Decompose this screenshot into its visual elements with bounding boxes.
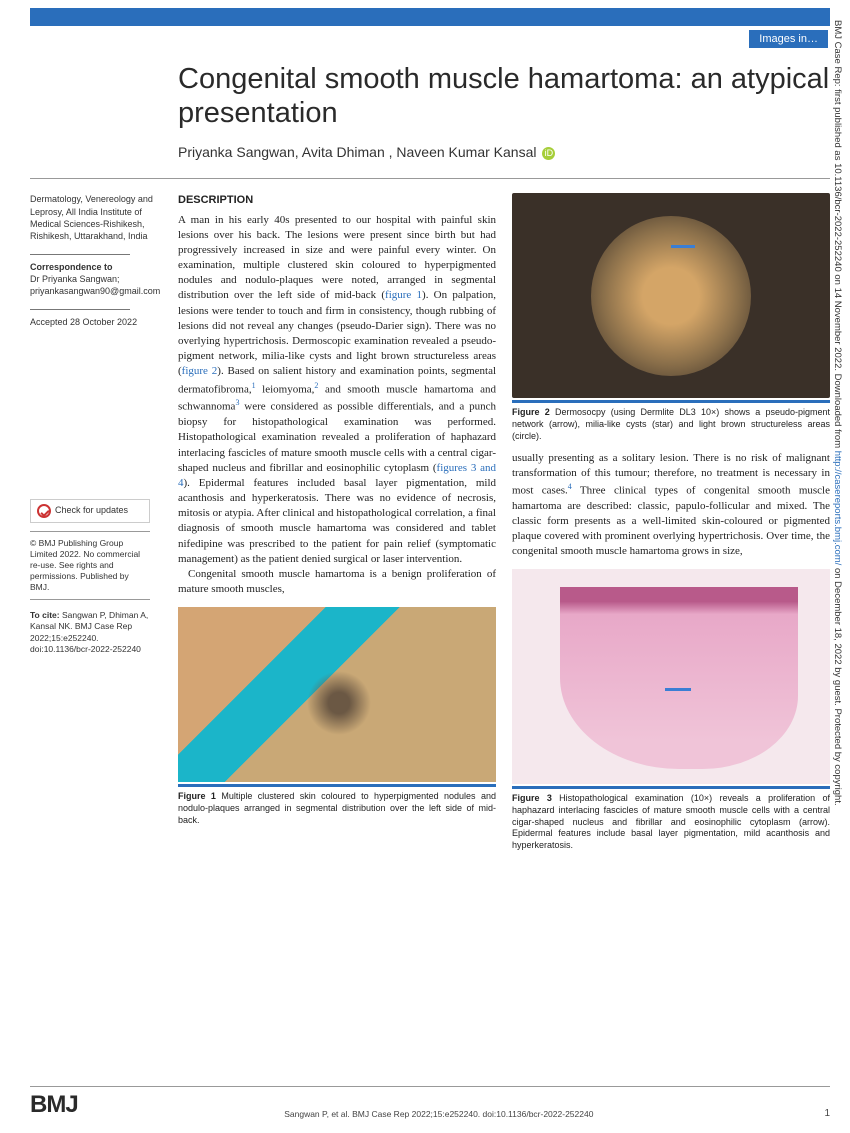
crossmark-icon xyxy=(37,504,51,518)
check-updates-button[interactable]: Check for updates xyxy=(30,499,150,523)
article-body: DESCRIPTION A man in his early 40s prese… xyxy=(178,193,830,851)
category-tag: Images in… xyxy=(749,30,828,48)
affiliation: Dermatology, Venereology and Leprosy, Al… xyxy=(30,193,166,242)
figure-3-image xyxy=(512,569,830,784)
body-para: usually presenting as a solitary lesion.… xyxy=(512,451,830,560)
page-footer: BMJ Sangwan P, et al. BMJ Case Rep 2022;… xyxy=(30,1086,830,1119)
correspondence-heading: Correspondence to xyxy=(30,261,166,273)
figure-3: Figure 3 Histopathological examination (… xyxy=(512,569,830,851)
copyright-text: © BMJ Publishing Group Limited 2022. No … xyxy=(30,531,150,600)
orcid-icon[interactable]: iD xyxy=(542,147,555,160)
authors-text: Priyanka Sangwan, Avita Dhiman , Naveen … xyxy=(178,144,537,160)
divider xyxy=(30,254,130,255)
figure-1-caption: Figure 1 Multiple clustered skin coloure… xyxy=(178,784,496,826)
source-link[interactable]: http://casereports.bmj.com/ xyxy=(832,451,843,566)
authors-line: Priyanka Sangwan, Avita Dhiman , Naveen … xyxy=(30,136,830,179)
top-bar xyxy=(30,8,830,26)
footer-citation: Sangwan P, et al. BMJ Case Rep 2022;15:e… xyxy=(78,1109,800,1119)
figure-1: Figure 1 Multiple clustered skin coloure… xyxy=(178,607,496,826)
figure-1-image xyxy=(178,607,496,782)
check-updates-label: Check for updates xyxy=(55,504,128,516)
accepted-date: Accepted 28 October 2022 xyxy=(30,316,166,328)
bmj-logo: BMJ xyxy=(30,1091,78,1119)
figure-2-image xyxy=(512,193,830,398)
cite-label: To cite: xyxy=(30,610,60,620)
figure-3-caption: Figure 3 Histopathological examination (… xyxy=(512,786,830,851)
figure-2-caption: Figure 2 Dermosocpy (using Dermlite DL3 … xyxy=(512,400,830,442)
article-title: Congenital smooth muscle hamartoma: an a… xyxy=(178,62,830,130)
sidebar-meta: Dermatology, Venereology and Leprosy, Al… xyxy=(30,193,178,851)
body-para: A man in his early 40s presented to our … xyxy=(178,213,496,567)
citation-box: To cite: Sangwan P, Dhiman A, Kansal NK.… xyxy=(30,610,150,656)
description-heading: DESCRIPTION xyxy=(178,193,496,208)
figure-link[interactable]: figure 2 xyxy=(182,365,218,377)
divider xyxy=(30,309,130,310)
body-para: Congenital smooth muscle hamartoma is a … xyxy=(178,567,496,597)
figure-link[interactable]: figure 1 xyxy=(385,289,422,301)
download-notice: BMJ Case Rep: first published as 10.1136… xyxy=(824,20,844,1110)
figure-2: Figure 2 Dermosocpy (using Dermlite DL3 … xyxy=(512,193,830,442)
correspondence-text: Dr Priyanka Sangwan; priyankasangwan90@g… xyxy=(30,273,166,297)
